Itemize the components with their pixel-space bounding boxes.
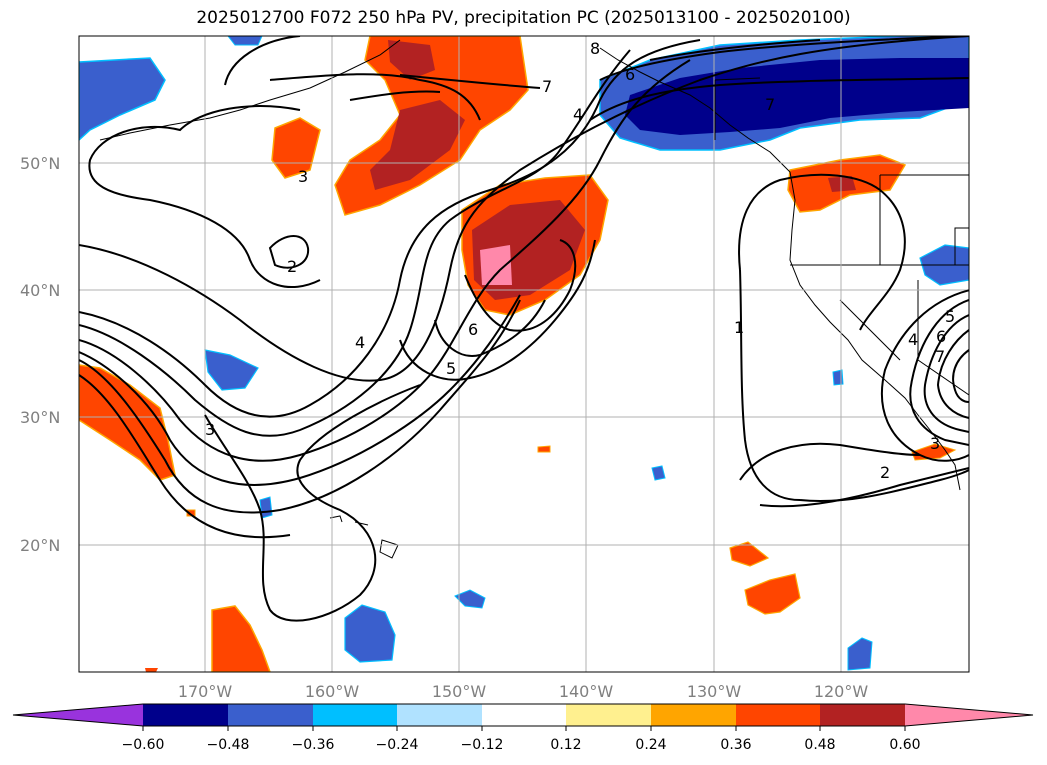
colorbar-segment	[820, 704, 905, 726]
colorbar-extend-high	[905, 704, 1033, 726]
colorbar-tick-label: −0.36	[292, 737, 335, 753]
contour-label: 4	[573, 105, 583, 124]
lat-label: 50°N	[20, 154, 60, 173]
latitude-labels: 50°N 40°N 30°N 20°N	[20, 154, 60, 555]
colorbar-segment	[736, 704, 820, 726]
contour-label: 6	[468, 320, 478, 339]
colorbar-tick-label: 0.60	[889, 737, 920, 753]
contour-label: 6	[936, 327, 946, 346]
lat-label: 40°N	[20, 281, 60, 300]
colorbar-extend-low	[13, 704, 143, 726]
colorbar-tick-label: 0.48	[804, 737, 835, 753]
longitude-labels: 170°W 160°W 150°W 140°W 130°W 120°W	[178, 682, 869, 701]
contour-label: 3	[298, 167, 308, 186]
colorbar-tick-label: −0.12	[461, 737, 504, 753]
colorbar-segment	[651, 704, 736, 726]
lon-label: 140°W	[559, 682, 614, 701]
colorbar-segment	[313, 704, 397, 726]
colorbar-tick-label: −0.60	[122, 737, 165, 753]
contour-label: 2	[287, 257, 297, 276]
contour-label: 2	[880, 463, 890, 482]
contour-label: 7	[765, 95, 775, 114]
coastlines	[99, 39, 969, 559]
contour-label: 1	[734, 318, 744, 337]
lon-label: 150°W	[432, 682, 487, 701]
contour-label: 7	[542, 77, 552, 96]
gridlines	[79, 36, 969, 672]
lat-label: 30°N	[20, 408, 60, 427]
contour-labels: 8 7 6 4 7 3 2 4 6 5 3 1 5 4 6 7 3 2	[205, 39, 955, 482]
colorbar-segment	[566, 704, 651, 726]
colorbar-segment	[482, 704, 566, 726]
pv-contours	[79, 36, 969, 622]
lon-label: 120°W	[814, 682, 869, 701]
lat-label: 20°N	[20, 536, 60, 555]
map-title: 2025012700 F072 250 hPa PV, precipitatio…	[196, 8, 851, 28]
colorbar-segment	[143, 704, 228, 726]
map-frame	[78, 35, 970, 673]
contour-label: 3	[205, 420, 215, 439]
contour-label: 5	[945, 307, 955, 326]
lon-label: 170°W	[178, 682, 233, 701]
contour-label: 4	[355, 333, 365, 352]
positive-field	[79, 36, 957, 672]
contour-label: 5	[446, 359, 456, 378]
lon-label: 160°W	[305, 682, 360, 701]
contour-label: 8	[590, 39, 600, 58]
colorbar-tick-label: 0.24	[635, 737, 666, 753]
colorbar-ticks	[142, 726, 906, 731]
contour-label: 4	[908, 330, 918, 349]
colorbar-tick-label: 0.36	[720, 737, 751, 753]
colorbar-segment	[228, 704, 313, 726]
map-content	[79, 36, 969, 672]
colorbar: −0.60 −0.48 −0.36 −0.24 −0.12 0.12 0.24 …	[12, 703, 1034, 753]
contour-label: 6	[625, 65, 635, 84]
colorbar-segment	[397, 704, 482, 726]
contour-label: 7	[935, 347, 945, 366]
lon-label: 130°W	[687, 682, 742, 701]
colorbar-tick-label: −0.24	[376, 737, 419, 753]
contour-label: 3	[930, 434, 940, 453]
colorbar-tick-label: 0.12	[550, 737, 581, 753]
colorbar-tick-label: −0.48	[207, 737, 250, 753]
